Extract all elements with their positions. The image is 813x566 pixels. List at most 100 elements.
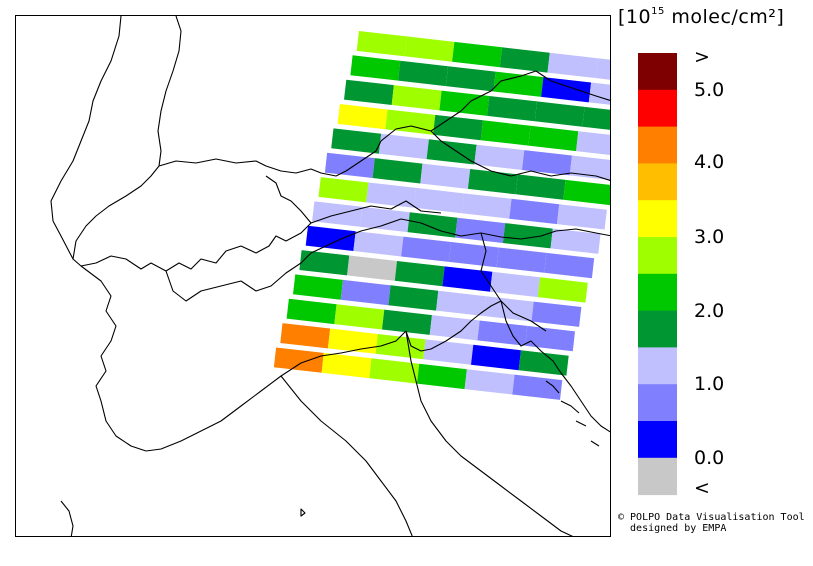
swath-pixel (299, 250, 350, 276)
border-france-west (50, 16, 122, 222)
swath-pixel (563, 179, 610, 206)
swath-pixel (305, 225, 356, 251)
coast-tyrrhenian (280, 375, 413, 536)
swath-pixel (417, 363, 467, 390)
swath-pixel (356, 31, 407, 57)
credit-line-1: © POLPO Data Visualisation Tool (618, 512, 805, 523)
coast-corsica (60, 500, 74, 536)
swath-pixel (347, 255, 397, 281)
swath-pixel (394, 261, 445, 287)
swath-pixel (366, 182, 417, 208)
swath-pixel (547, 52, 598, 78)
swath-pixel (544, 252, 595, 279)
swath-pixel (515, 174, 566, 200)
legend-swatch (638, 237, 677, 275)
swath-pixel (442, 266, 493, 292)
swath-pixel (369, 358, 420, 384)
swath-pixel (531, 301, 582, 327)
border-northeast (430, 130, 610, 181)
map-panel (15, 15, 611, 537)
swath-pixel (534, 101, 585, 127)
swath-pixel (522, 150, 572, 176)
border-austria-slovenia (310, 200, 442, 224)
legend-label-3: 3.0 (694, 226, 725, 248)
swath-pixel (378, 133, 429, 160)
legend-swatch (638, 310, 677, 348)
border-switzerland (72, 165, 312, 272)
swath-pixel (426, 139, 477, 165)
border-germany-czech (460, 70, 537, 112)
coast-istria (500, 300, 610, 433)
swath-pixel (436, 290, 486, 316)
coast-adriatic-italy (405, 330, 574, 536)
legend-label-2: 2.0 (694, 300, 725, 322)
legend-label-5: 5.0 (694, 79, 725, 101)
swath-pixel (327, 328, 378, 354)
swath-pixel (372, 158, 423, 184)
swath-pixel (541, 77, 592, 103)
legend-swatch (638, 384, 677, 422)
swath-pixel (477, 320, 528, 346)
swath-pixel (474, 144, 525, 170)
swath-pixel (509, 198, 560, 225)
swath-pixel (445, 66, 496, 92)
swath-pixel (448, 242, 499, 268)
swath-pixel (344, 79, 394, 105)
swath-pixel (423, 339, 474, 365)
border-alps-west (52, 220, 74, 260)
swath-pixel (464, 369, 515, 395)
swath-pixel (286, 298, 337, 325)
swath-pixel (518, 350, 569, 376)
swath-pixel (467, 169, 518, 195)
swath-pixel (455, 217, 506, 243)
swath-pixel (452, 41, 503, 68)
swath-pixel (490, 271, 541, 298)
legend-swatch (638, 457, 677, 496)
swath-pixel (439, 90, 490, 116)
border-slovenia-croatia (480, 232, 547, 332)
legend-swatch (638, 200, 677, 238)
swath-pixel (471, 344, 521, 371)
swath-pixel (280, 323, 331, 349)
islands-croatia (545, 380, 600, 447)
legend-swatch (638, 273, 677, 312)
swath-pixel (293, 274, 343, 300)
swath-pixel (493, 71, 544, 97)
swath-pixel (404, 36, 455, 62)
legend-swatch (638, 126, 677, 164)
coast-adriatic-north (405, 300, 502, 352)
country-borders (50, 16, 610, 536)
swath-pixel (429, 315, 480, 341)
legend-swatch (638, 163, 677, 201)
legend-label-1: 1.0 (694, 373, 725, 395)
border-france-italy (80, 265, 147, 452)
swath-pixel (480, 120, 531, 146)
swath-pixel (525, 325, 575, 352)
swath-pixel (375, 334, 426, 360)
legend-swatch (638, 347, 677, 385)
swath-pixel (576, 131, 610, 155)
swath-pixel (407, 212, 458, 238)
swath-pixel (331, 128, 382, 154)
legend-swatch (638, 53, 677, 91)
swath-pixel (334, 304, 385, 330)
swath-pixel (496, 247, 547, 273)
swath-pixel (512, 374, 563, 400)
swath-pixel (502, 223, 553, 249)
swath-pixel (340, 279, 391, 306)
swath-pixel (401, 236, 452, 262)
credit-line-2: designed by EMPA (618, 523, 727, 534)
swath-pixel (353, 231, 404, 257)
swath-pixel (337, 104, 388, 130)
swath-pixel (487, 96, 537, 122)
border-austria-north (535, 70, 610, 101)
legend-swatch (638, 421, 677, 459)
swath-pixel (321, 352, 372, 379)
legend-swatch (638, 89, 677, 128)
swath-pixel (537, 277, 588, 303)
swath-pixel (324, 152, 375, 178)
border-france-germany (157, 16, 182, 167)
legend-label-below: < (694, 477, 710, 499)
credit-text: © POLPO Data Visualisation Tool designed… (618, 512, 805, 534)
legend-label-above: > (694, 46, 710, 68)
